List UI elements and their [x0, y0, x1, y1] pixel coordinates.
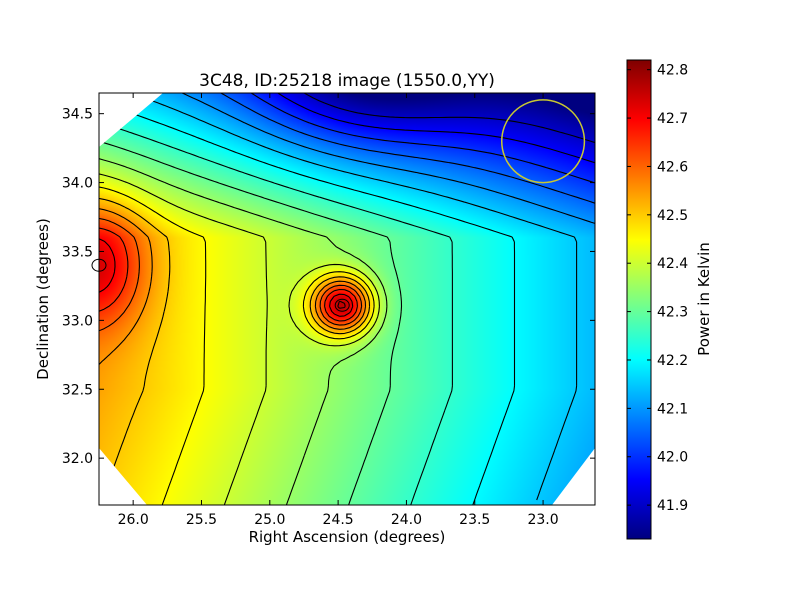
colorbar-tick-label: 42.7 — [657, 111, 688, 127]
y-axis-label: Declination (degrees) — [34, 218, 52, 380]
x-tick-label: 25.5 — [186, 512, 217, 528]
colorbar-tick-label: 42.4 — [657, 256, 688, 272]
colorbar-tick-label: 42.5 — [657, 208, 688, 224]
colorbar: 41.9 42.0 42.1 42.2 42.3 42.4 42.5 42.6 42.7 42.8… — [626, 59, 713, 540]
plot-frame — [98, 92, 596, 506]
x-tick-label: 23.5 — [459, 512, 490, 528]
x-tick-label: 26.0 — [118, 512, 149, 528]
colorbar-label: Power in Kelvin — [695, 242, 713, 356]
y-tick-label: 32.0 — [62, 451, 93, 467]
y-tick-label: 33.0 — [62, 313, 93, 329]
x-tick-label: 25.0 — [254, 512, 285, 528]
y-tick-label: 34.5 — [62, 107, 93, 123]
heatmap-image — [99, 93, 595, 505]
x-tick-label: 24.5 — [323, 512, 354, 528]
colorbar-ticks: 41.9 42.0 42.1 42.2 42.3 42.4 42.5 42.6 42.7 42.8 — [627, 63, 688, 514]
colorbar-gradient — [626, 59, 652, 540]
peak-marker-0 — [334, 298, 350, 312]
colorbar-tick-label: 42.3 — [657, 305, 688, 321]
chart-title: 3C48, ID:25218 image (1550.0,YY) — [199, 71, 495, 91]
x-tick-label: 23.0 — [527, 512, 558, 528]
colorbar-tick-label: 41.9 — [657, 498, 688, 514]
x-axis: 26.0 25.5 25.0 24.5 24.0 23.5 23.0 — [118, 93, 559, 528]
y-tick-label: 32.5 — [62, 382, 93, 398]
y-tick-label: 33.5 — [62, 244, 93, 260]
x-tick-label: 24.0 — [391, 512, 422, 528]
colorbar-tick-label: 42.0 — [657, 450, 688, 466]
beam-marker — [500, 99, 586, 184]
x-axis-label: Right Ascension (degrees) — [249, 528, 446, 546]
y-tick-label: 34.0 — [62, 176, 93, 192]
colorbar-tick-label: 42.2 — [657, 353, 688, 369]
colorbar-tick-label: 42.8 — [657, 63, 688, 79]
plot-area: 26.0 25.5 25.0 24.5 24.0 23.5 23.0 32.0 32.5 33.… — [62, 92, 596, 528]
colorbar-tick-label: 42.6 — [657, 159, 688, 175]
colorbar-tick-label: 42.1 — [657, 401, 688, 417]
y-axis: 32.0 32.5 33.0 33.5 34.0 34.5 — [62, 107, 595, 467]
